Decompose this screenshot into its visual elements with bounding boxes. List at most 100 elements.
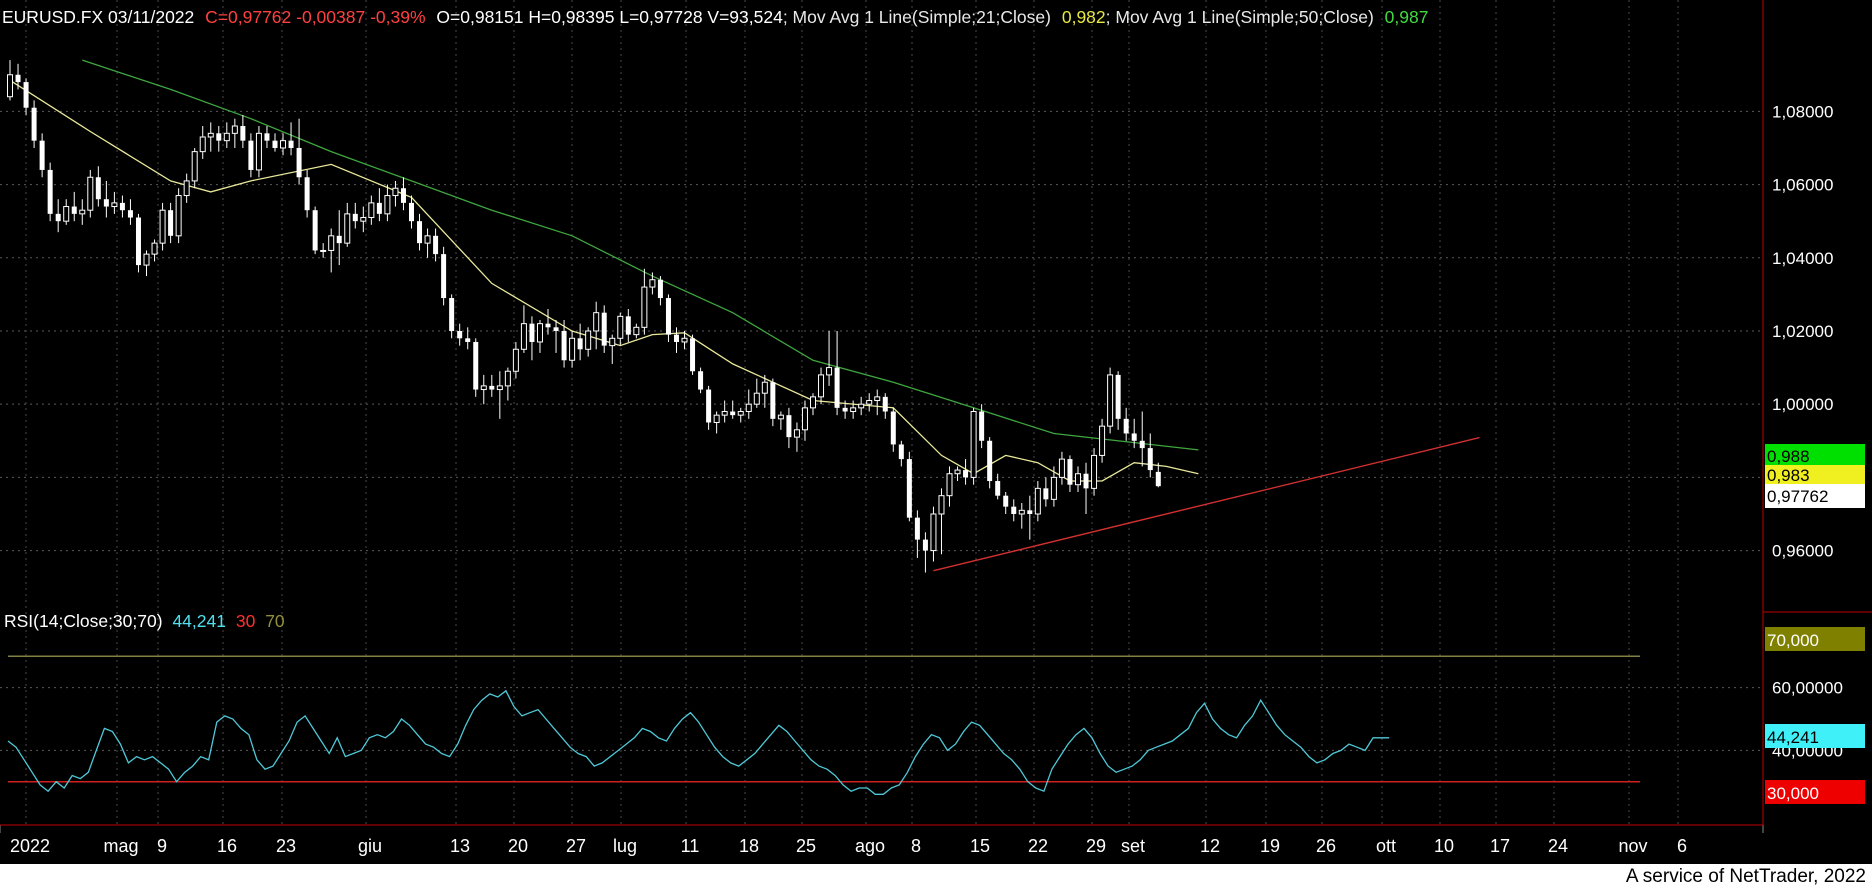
candle [1115,371,1121,430]
candle [609,334,616,364]
candle [585,327,592,357]
candle [296,118,302,185]
candle [95,166,101,207]
x-tick-label: set [1121,836,1145,856]
x-tick-label: 26 [1316,836,1336,856]
candle [753,378,760,408]
candle [970,407,977,485]
candle-body-down [1123,418,1129,434]
candle-body-down [665,298,671,335]
x-tick-label: ago [855,836,885,856]
candle [1027,495,1033,540]
candle [336,210,342,266]
candle [47,162,53,222]
candle-body-up [344,213,351,244]
candle [223,122,230,148]
y-tick-label: 1,00000 [1772,395,1833,414]
candle-body-down [577,338,583,350]
candle-body-up [721,411,728,416]
candle-body-up [183,180,190,197]
candle-body-up [753,392,760,405]
candle-body-up [328,235,335,251]
candle-body-up [368,202,375,219]
candle-body-down [657,279,663,299]
candle-body-down [1131,433,1137,441]
candle-body-down [673,334,679,342]
candle [87,169,94,218]
candle [103,180,109,218]
candle-body-down [1003,495,1009,507]
chart-canvas: 0,960000,980001,000001,020001,040001,060… [0,0,1872,856]
candle-body-down [914,517,920,540]
candle-body-up [504,370,511,387]
x-tick-label: 18 [739,836,759,856]
ohlcv-values: O=0,98151 H=0,98395 L=0,97728 V=93,524 [436,7,783,27]
candle-body-down [240,126,246,141]
candle [512,341,519,379]
x-tick-label: 8 [911,836,921,856]
candle-body-up [111,202,118,208]
candle [248,133,254,178]
candle [304,169,310,218]
x-tick-label: 12 [1200,836,1220,856]
candle-body-up [713,414,720,423]
x-tick-label: 27 [566,836,586,856]
candle [529,316,535,361]
candle [866,393,873,412]
candle-body-up [761,381,768,394]
rsi-panel [0,655,1763,795]
candle [561,320,567,368]
candle [906,451,912,522]
candle-body-down [127,210,133,218]
candle-body-up [1058,458,1065,478]
candle [15,63,21,90]
rsi-y-tick-label: 60,00000 [1772,679,1843,698]
badge-ma50: 0,988 [1765,444,1865,467]
candle [745,389,752,419]
candle [770,378,776,427]
candle-body-up [946,473,953,497]
candle [1074,466,1081,493]
ma50-value: 0,987 [1385,7,1429,27]
candle [1099,418,1106,463]
x-tick-label: giu [358,836,382,856]
trendline-path [933,436,1480,572]
candle [39,133,45,178]
candle-body-up [938,495,945,515]
candle-body-up [199,136,206,153]
candle [713,411,720,434]
candle [127,199,133,225]
candle-body-up [826,367,833,376]
candle [441,246,447,306]
candle-body-down [312,210,318,251]
candle-body-up [874,396,881,402]
candle [400,177,406,211]
candle [1011,499,1017,522]
candle-body-down [272,140,278,148]
rsi-value: 44,241 [172,611,226,631]
candle [1003,492,1009,514]
candle-body-up [520,323,527,350]
candle [761,374,768,408]
candle-body-down [168,210,174,236]
x-tick-label: 11 [681,836,700,856]
candle-body-up [593,312,600,332]
candle-body-down [842,407,848,412]
candle [850,400,857,419]
candle [625,309,631,342]
candle-body-up [585,330,592,350]
candle [681,330,688,350]
candle [207,122,214,152]
x-tick-label: 19 [1260,836,1280,856]
candle [409,195,414,229]
candle-body-up [681,337,688,343]
candle-body-down [1147,448,1153,471]
candle-body-up [79,209,86,215]
candle [1083,462,1089,514]
candle [737,407,744,423]
candle [810,393,816,416]
candle [946,466,953,507]
candle [255,126,262,178]
candle-body-up [793,429,800,438]
candle-body-down [376,202,382,214]
